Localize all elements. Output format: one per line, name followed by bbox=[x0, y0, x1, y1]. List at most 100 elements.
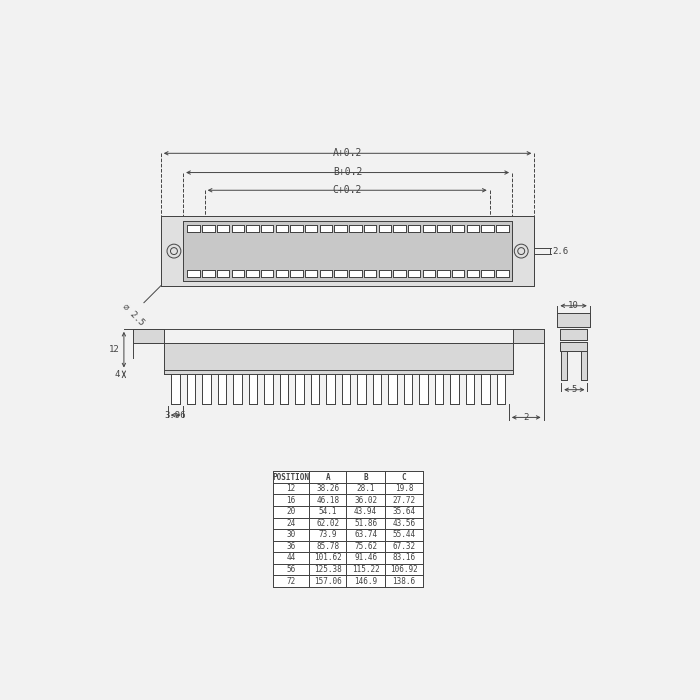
Text: 24: 24 bbox=[286, 519, 295, 528]
Bar bbox=[320, 270, 332, 277]
Bar bbox=[218, 374, 226, 403]
Bar bbox=[560, 342, 587, 351]
Bar bbox=[496, 225, 508, 232]
Bar bbox=[188, 225, 200, 232]
Bar bbox=[172, 374, 180, 403]
Bar bbox=[557, 314, 590, 328]
Text: 67.32: 67.32 bbox=[393, 542, 416, 551]
Bar bbox=[248, 374, 258, 403]
Bar bbox=[385, 575, 424, 587]
Bar bbox=[512, 329, 543, 344]
Bar bbox=[272, 506, 309, 517]
Bar bbox=[305, 225, 317, 232]
Text: 63.74: 63.74 bbox=[354, 531, 377, 539]
Text: B: B bbox=[363, 473, 368, 482]
Bar bbox=[435, 374, 443, 403]
Bar bbox=[419, 374, 428, 403]
Text: C: C bbox=[402, 473, 407, 482]
Bar bbox=[309, 552, 346, 564]
Bar bbox=[309, 575, 346, 587]
Bar bbox=[435, 374, 443, 403]
Bar bbox=[408, 225, 420, 232]
Text: 35.64: 35.64 bbox=[393, 508, 416, 516]
Bar bbox=[404, 374, 412, 403]
Bar bbox=[450, 374, 459, 403]
Text: 54.1: 54.1 bbox=[318, 508, 337, 516]
Bar bbox=[218, 374, 226, 403]
Text: ∅ 2.5: ∅ 2.5 bbox=[120, 302, 146, 328]
Text: 106.92: 106.92 bbox=[391, 565, 418, 574]
Bar bbox=[389, 374, 397, 403]
Text: B+0.2: B+0.2 bbox=[333, 167, 363, 177]
Bar bbox=[335, 225, 346, 232]
Bar bbox=[202, 374, 211, 403]
Bar bbox=[188, 225, 200, 232]
Bar bbox=[309, 494, 346, 506]
Text: 3.96: 3.96 bbox=[164, 411, 186, 420]
Text: 30: 30 bbox=[286, 531, 295, 539]
Bar bbox=[438, 225, 449, 232]
Bar bbox=[557, 314, 590, 328]
Bar bbox=[187, 374, 195, 403]
Bar bbox=[217, 270, 229, 277]
Bar bbox=[393, 270, 405, 277]
Bar bbox=[280, 374, 288, 403]
Bar bbox=[232, 270, 244, 277]
Bar bbox=[346, 506, 385, 517]
Bar bbox=[202, 270, 214, 277]
Bar bbox=[276, 225, 288, 232]
Bar bbox=[423, 270, 435, 277]
Text: 20: 20 bbox=[286, 508, 295, 516]
Bar bbox=[560, 342, 587, 351]
Bar bbox=[482, 270, 494, 277]
Bar bbox=[233, 374, 242, 403]
Bar bbox=[183, 221, 512, 281]
Text: 5: 5 bbox=[572, 385, 577, 394]
Bar bbox=[408, 270, 420, 277]
Bar bbox=[311, 374, 319, 403]
Text: 125.38: 125.38 bbox=[314, 565, 342, 574]
Text: 51.86: 51.86 bbox=[354, 519, 377, 528]
Text: 75.62: 75.62 bbox=[354, 542, 377, 551]
Bar bbox=[305, 270, 317, 277]
Bar bbox=[423, 225, 435, 232]
Bar bbox=[560, 329, 587, 340]
Bar bbox=[246, 225, 258, 232]
Text: 72: 72 bbox=[286, 577, 295, 585]
Bar bbox=[232, 270, 244, 277]
Text: 43.56: 43.56 bbox=[393, 519, 416, 528]
Bar bbox=[438, 270, 449, 277]
Bar bbox=[261, 270, 273, 277]
Bar bbox=[560, 329, 587, 340]
Bar bbox=[467, 225, 479, 232]
Bar bbox=[346, 471, 385, 483]
Bar bbox=[346, 564, 385, 575]
Bar bbox=[385, 494, 424, 506]
Bar bbox=[326, 374, 335, 403]
Bar bbox=[452, 270, 464, 277]
Bar bbox=[280, 374, 288, 403]
Bar bbox=[272, 483, 309, 494]
Bar bbox=[496, 225, 508, 232]
Bar bbox=[261, 225, 273, 232]
Text: 62.02: 62.02 bbox=[316, 519, 340, 528]
Bar bbox=[373, 374, 382, 403]
Text: A: A bbox=[326, 473, 330, 482]
Bar bbox=[309, 564, 346, 575]
Bar bbox=[290, 225, 302, 232]
Bar bbox=[496, 270, 508, 277]
Bar bbox=[187, 374, 195, 403]
Bar bbox=[393, 225, 405, 232]
Bar bbox=[452, 270, 464, 277]
Bar bbox=[385, 506, 424, 517]
Bar bbox=[202, 225, 214, 232]
Text: 56: 56 bbox=[286, 565, 295, 574]
Text: 85.78: 85.78 bbox=[316, 542, 340, 551]
Bar bbox=[133, 329, 164, 344]
Bar bbox=[379, 270, 391, 277]
Bar bbox=[512, 329, 543, 344]
Bar bbox=[466, 374, 475, 403]
Bar bbox=[133, 329, 164, 344]
Bar bbox=[561, 351, 568, 381]
Text: 83.16: 83.16 bbox=[393, 554, 416, 562]
